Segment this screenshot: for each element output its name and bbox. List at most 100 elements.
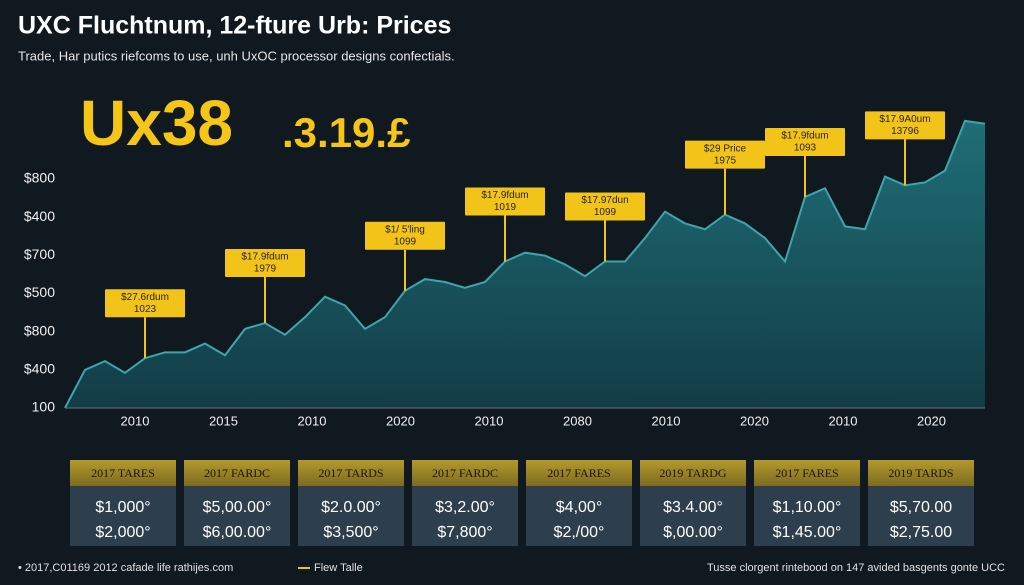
card-header-text: 2017 FARDC	[432, 466, 498, 480]
annotation-text: 1093	[794, 143, 817, 154]
annotation-text: 1099	[394, 236, 417, 247]
annotation-box	[465, 187, 545, 216]
card-body	[70, 486, 176, 546]
annotation-text: 1023	[134, 304, 157, 315]
annotation-text: $27.6rdum	[121, 292, 169, 303]
title: UXC Fluchtnum, 12-fture Urb: Prices	[18, 12, 451, 40]
card-value: $5,00.00°	[203, 499, 272, 516]
annotation-box	[565, 192, 645, 221]
table-card: 2017 FARES $4,00° $2,/00°	[526, 460, 632, 546]
table-card: 2019 TARDG $3.4.00° $,00.00°	[640, 460, 746, 546]
annotation-box	[365, 221, 445, 250]
card-body	[412, 486, 518, 546]
card-body	[640, 486, 746, 546]
card-value: $3.4.00°	[663, 499, 723, 516]
table-card: 2017 FARDC $5,00.00° $6,00.00°	[184, 460, 290, 546]
annotation-text: $17.9fdum	[241, 252, 288, 263]
card-value: $7,800°	[437, 524, 492, 541]
card-value: $4,00°	[556, 499, 602, 516]
annotation-text: 1019	[494, 202, 517, 213]
table-card: 2017 TARDS $2.0.00° $3,500°	[298, 460, 404, 546]
y-axis-label: $500	[24, 284, 55, 300]
card-value: $2.0.00°	[321, 499, 381, 516]
subtitle: Trade, Har putics riefcoms to use, unh U…	[18, 48, 455, 63]
y-axis-label: $700	[24, 246, 55, 262]
x-axis-label: 2015	[209, 413, 238, 428]
x-axis-label: 2010	[121, 413, 150, 428]
card-header	[70, 460, 176, 486]
headline-sub: .3.19.£	[282, 109, 410, 156]
card-body	[754, 486, 860, 546]
card-value: $6,00.00°	[203, 524, 272, 541]
card-header	[640, 460, 746, 486]
card-body	[184, 486, 290, 546]
annotation-text: $17.9fdum	[781, 131, 828, 142]
card-header	[526, 460, 632, 486]
x-axis-label: 2020	[740, 413, 769, 428]
card-value: $,00.00°	[663, 524, 723, 541]
chart: $800 $400 $700 $500 $800 $400 100 2010 2015 2010 2…	[24, 111, 986, 428]
card-value: $1,45.00°	[773, 524, 842, 541]
footer-left: • 2017,C01169 2012 cafade life rathijes.…	[18, 562, 233, 574]
y-axis-label: 100	[32, 399, 56, 415]
annotation-box	[765, 128, 845, 157]
annotation-text: 1979	[254, 264, 277, 275]
card-header-text: 2019 TARDG	[659, 466, 726, 480]
card-value: $1,000°	[95, 499, 150, 516]
annotation-text: 1099	[594, 207, 617, 218]
y-axis-label: $800	[24, 170, 55, 186]
card-value: $1,10.00°	[773, 499, 842, 516]
annotation-text: $17.97dun	[581, 195, 628, 206]
card-body	[526, 486, 632, 546]
card-header-text: 2019 TARDS	[888, 466, 953, 480]
annotation-box	[685, 140, 765, 169]
headline-main: Ux38	[80, 87, 233, 159]
annotation-text: $29 Price	[704, 143, 747, 154]
card-header-text: 2017 FARES	[547, 466, 610, 480]
footer-right: Tusse clorgent rintebood on 147 avided b…	[707, 562, 1005, 574]
card-header	[298, 460, 404, 486]
card-value: $3,2.00°	[435, 499, 495, 516]
y-axis-label: $400	[24, 208, 55, 224]
annotation-text: 13796	[891, 126, 919, 137]
x-axis-label: 2010	[298, 413, 327, 428]
card-value: $2,/00°	[554, 524, 605, 541]
table-card: 2019 TARDS $5,70.00 $2,75.00	[868, 460, 974, 546]
card-value: $5,70.00	[890, 499, 952, 516]
card-header	[868, 460, 974, 486]
table-card: 2017 FARES $1,10.00° $1,45.00°	[754, 460, 860, 546]
x-axis-label: 2080	[563, 413, 592, 428]
area-line	[64, 119, 986, 409]
card-header-text: 2017 TARES	[91, 466, 155, 480]
table-card: 2017 FARDC $3,2.00° $7,800°	[412, 460, 518, 546]
card-value: $3,500°	[323, 524, 378, 541]
annotation-text: $17.9fdum	[481, 190, 528, 201]
card-header-text: 2017 FARES	[775, 466, 838, 480]
annotation-text: 1975	[714, 155, 737, 166]
card-header	[412, 460, 518, 486]
x-axis-label: 2020	[917, 413, 946, 428]
x-axis-label: 2010	[475, 413, 504, 428]
card-header	[184, 460, 290, 486]
annotation-text: $1/ 5'ling	[385, 224, 425, 235]
annotation-box	[865, 111, 945, 140]
area	[65, 120, 985, 409]
x-axis-label: 2020	[386, 413, 415, 428]
x-axis-label: 2010	[652, 413, 681, 428]
card-header-text: 2017 FARDC	[204, 466, 270, 480]
card-value: $2,75.00	[890, 524, 952, 541]
annotation-text: $17.9A0um	[879, 114, 930, 125]
table: 2017 TARES $1,000° $2,000° 2017 FARDC $5,00.…	[70, 460, 974, 546]
card-header-text: 2017 TARDS	[318, 466, 383, 480]
card-value: $2,000°	[95, 524, 150, 541]
annotation-box	[225, 249, 305, 278]
